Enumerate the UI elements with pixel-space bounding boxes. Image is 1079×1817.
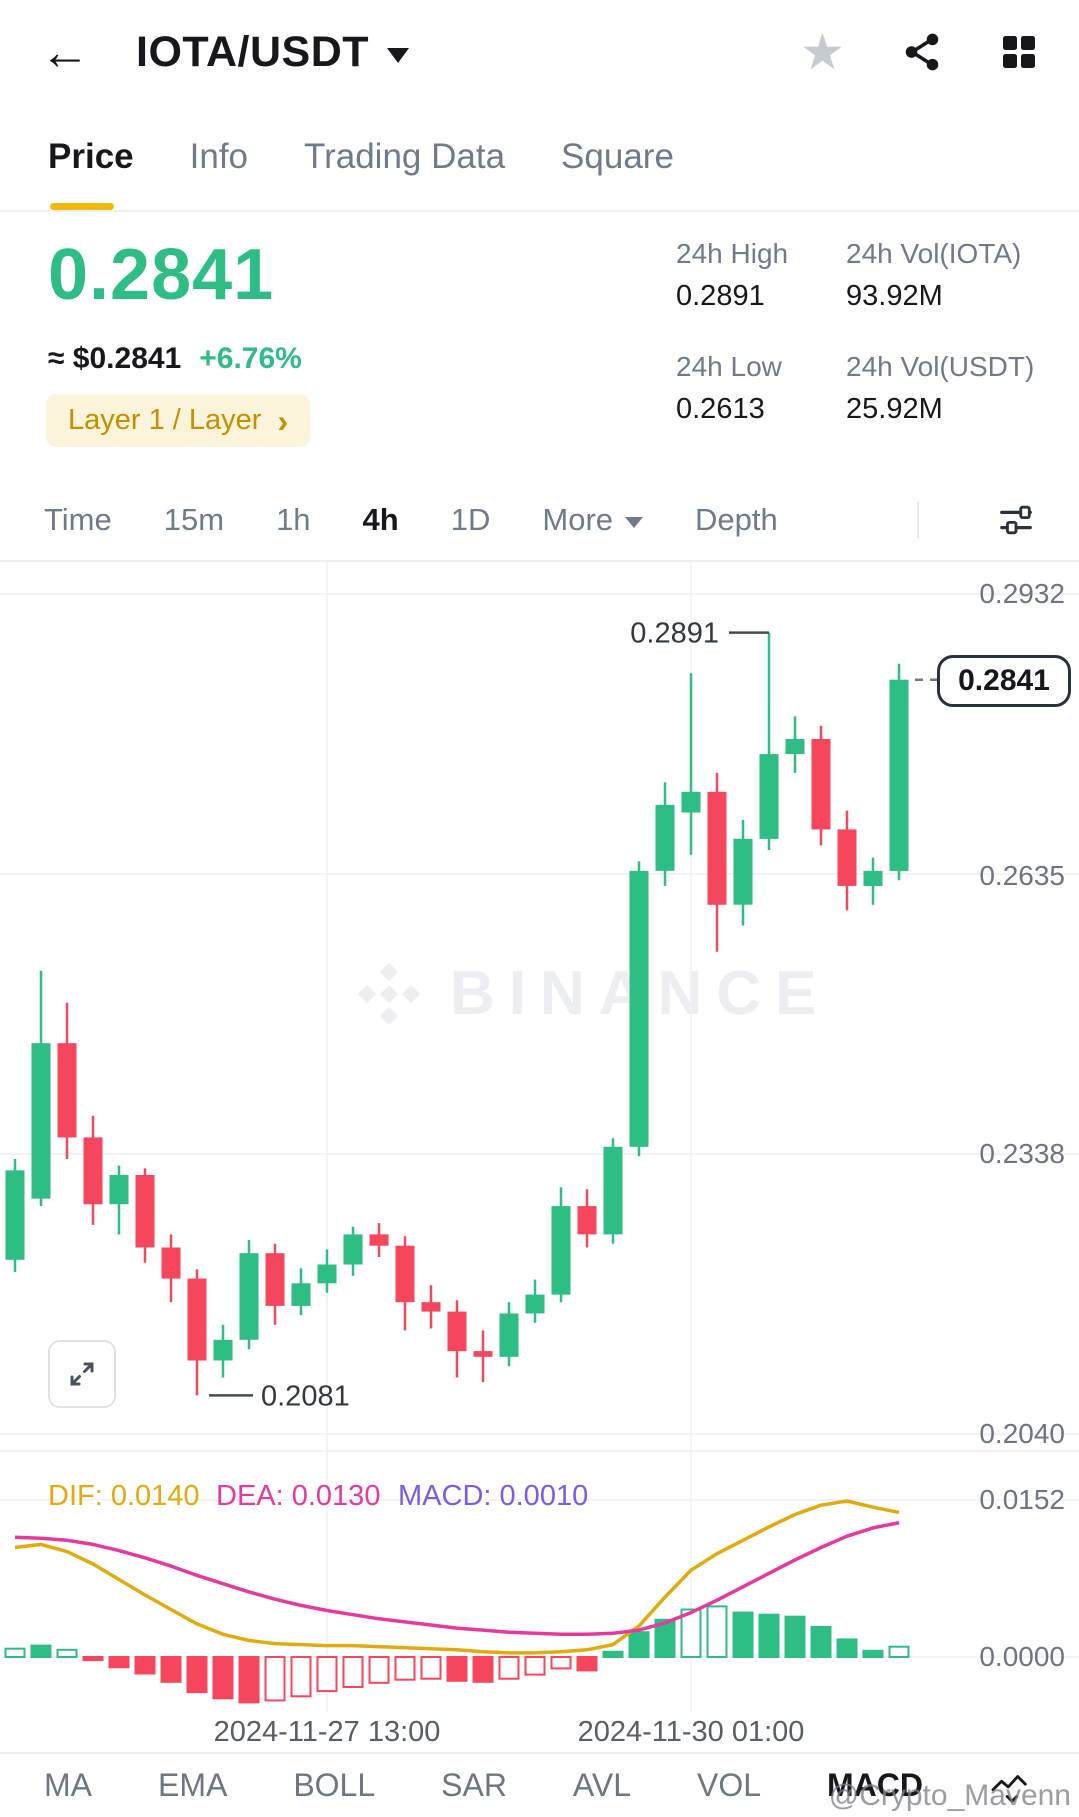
timeframe-time[interactable]: Time [44, 502, 112, 537]
category-tag[interactable]: Layer 1 / Layer › [46, 394, 311, 447]
candlestick-plot[interactable]: 0.2891 0.2081 [0, 562, 1079, 1450]
stat-24h-high: 24h High 0.2891 [676, 238, 846, 313]
last-price-tag: 0.2841 [937, 655, 1071, 707]
fiat-price: ≈ $0.2841 [48, 342, 182, 375]
indicator-macd[interactable]: MACD [827, 1767, 923, 1803]
stat-24h-vol-iota: 24h Vol(IOTA) 93.92M [846, 238, 1034, 313]
tab-trading-data[interactable]: Trading Data [304, 137, 506, 176]
macd-axis-label: 0.0152 [979, 1484, 1065, 1515]
indicator-vol[interactable]: VOL [697, 1767, 762, 1803]
stat-24h-vol-usdt: 24h Vol(USDT) 25.92M [846, 351, 1034, 426]
time-axis: 2024-11-27 13:00 2024-11-30 01:00 [0, 1710, 1079, 1752]
indicator-ema[interactable]: EMA [157, 1767, 228, 1803]
chart-style-icon[interactable] [989, 1767, 1035, 1805]
indicator-ma[interactable]: MA [44, 1767, 92, 1803]
price-summary: 0.2841 ≈ $0.2841 +6.76% Layer 1 / Layer … [0, 212, 1079, 480]
macd-header: DIF: 0.0140 DEA: 0.0130 MACD: 0.0010 [0, 1480, 1079, 1516]
chart-settings-icon[interactable] [997, 501, 1035, 539]
binance-logo-icon [357, 962, 421, 1025]
timeframe-more-label: More [542, 502, 614, 537]
stat-label: 24h Low [676, 351, 782, 382]
macd-plot[interactable] [0, 1452, 1079, 1712]
stat-value: 0.2613 [676, 393, 765, 425]
timeframe-1h[interactable]: 1h [276, 502, 311, 537]
pair-selector[interactable]: IOTA/USDT [136, 27, 410, 77]
macd-value: MACD: 0.0010 [398, 1480, 589, 1512]
macd-axis-label: 0.0000 [979, 1641, 1065, 1672]
tab-price[interactable]: Price [48, 104, 134, 210]
top-bar-actions: ★ [800, 27, 1039, 77]
stat-24h-low: 24h Low 0.2613 [676, 351, 846, 426]
fiat-row: ≈ $0.2841 +6.76% [48, 342, 302, 376]
stat-value: 0.2891 [676, 280, 765, 312]
stat-value: 25.92M [846, 393, 943, 425]
chevron-down-icon [387, 47, 410, 63]
last-price: 0.2841 [48, 235, 275, 315]
stat-label: 24h Vol(IOTA) [846, 238, 1022, 269]
low-annotation: 0.2081 [261, 1380, 350, 1412]
chevron-right-icon: › [277, 402, 289, 439]
stats-grid: 24h High 0.2891 24h Vol(IOTA) 93.92M 24h… [676, 238, 1034, 426]
dif-value: DIF: 0.0140 [48, 1480, 200, 1512]
tab-info[interactable]: Info [189, 137, 249, 176]
expand-chart-button[interactable] [48, 1340, 116, 1408]
depth-button[interactable]: Depth [695, 502, 778, 537]
pair-title: IOTA/USDT [136, 27, 370, 76]
price-axis-label: 0.2338 [979, 1138, 1065, 1169]
favorite-star-icon[interactable]: ★ [800, 24, 845, 80]
timeframe-15m[interactable]: 15m [163, 502, 225, 537]
price-axis-label: 0.2932 [979, 578, 1065, 609]
price-axis-label: 0.2635 [979, 860, 1065, 891]
time-axis-label: 2024-11-27 13:00 [213, 1716, 441, 1748]
timeframe-more[interactable]: More [542, 502, 644, 538]
timeframe-bar: Time 15m 1h 4h 1D More Depth [0, 480, 1079, 562]
divider [917, 502, 919, 538]
chevron-down-icon [625, 516, 644, 528]
dea-value: DEA: 0.0130 [216, 1480, 381, 1512]
price-axis-label: 0.2040 [979, 1418, 1065, 1449]
timeframe-1d[interactable]: 1D [450, 502, 491, 537]
stat-label: 24h High [676, 238, 789, 269]
time-axis-label: 2024-11-30 01:00 [577, 1716, 805, 1748]
back-button[interactable]: ← [40, 24, 90, 80]
indicator-sar[interactable]: SAR [441, 1767, 507, 1803]
indicator-boll[interactable]: BOLL [293, 1767, 376, 1803]
macd-panel[interactable]: DIF: 0.0140 DEA: 0.0130 MACD: 0.0010 0.0… [0, 1450, 1079, 1712]
tab-square[interactable]: Square [561, 137, 674, 176]
price-change-percent: +6.76% [199, 342, 302, 375]
category-tag-label: Layer 1 / Layer [68, 404, 262, 436]
grid-layout-icon[interactable] [999, 32, 1039, 72]
page-tabs: Price Info Trading Data Square [0, 104, 1079, 212]
stat-label: 24h Vol(USDT) [846, 351, 1035, 382]
stat-value: 93.92M [846, 280, 943, 312]
indicator-toolbar: MA EMA BOLL SAR AVL VOL MACD [0, 1752, 1079, 1817]
top-bar: ← IOTA/USDT ★ [0, 0, 1079, 104]
indicator-avl[interactable]: AVL [572, 1767, 632, 1803]
timeframe-4h[interactable]: 4h [362, 502, 399, 537]
expand-arrows-icon [70, 1362, 94, 1386]
high-annotation: 0.2891 [630, 618, 719, 650]
share-icon[interactable] [901, 31, 943, 73]
